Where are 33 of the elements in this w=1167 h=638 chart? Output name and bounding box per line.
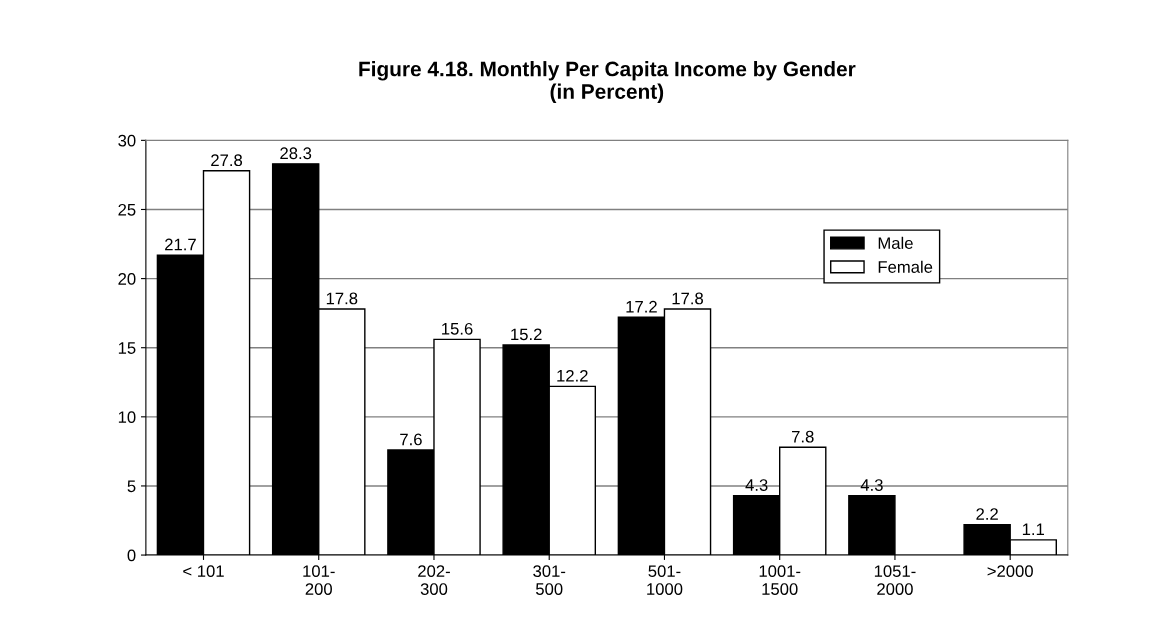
data-label: 7.6 [400, 433, 422, 446]
y-tick-label: 25 [118, 203, 136, 216]
data-label: 15.2 [511, 328, 542, 341]
data-label: 12.2 [557, 369, 588, 382]
x-tick-label: 1051- 2000 [874, 565, 916, 595]
y-tick-label: 10 [118, 411, 136, 424]
y-tick-label: 15 [118, 342, 136, 354]
data-label: 4.3 [860, 479, 883, 491]
legend-label: Female [878, 260, 933, 273]
y-tick-label: 20 [118, 272, 136, 285]
y-tick-label: 0 [127, 549, 136, 562]
legend-label: Male [878, 236, 913, 250]
x-tick-label: 501- 1000 [647, 565, 683, 595]
x-tick-label: 301- 500 [533, 565, 566, 595]
y-tick-label: 5 [127, 480, 136, 493]
data-label: 21.7 [165, 238, 196, 251]
data-label: 17.2 [626, 300, 657, 313]
data-label: 4.3 [745, 479, 768, 491]
chart-title: Figure 4.18. Monthly Per Capita Income by Gender (in Percent) [359, 61, 856, 104]
data-label: 17.8 [672, 292, 703, 305]
data-label: 15.6 [442, 322, 473, 335]
data-label: 1.1 [1022, 523, 1044, 536]
data-label: 2.2 [976, 508, 998, 520]
data-label: 28.3 [280, 147, 312, 160]
data-label: 27.8 [211, 154, 243, 167]
x-tick-label: 101- 200 [303, 565, 335, 595]
x-tick-label: >2000 [987, 565, 1033, 578]
data-label: 17.8 [326, 292, 358, 305]
x-tick-label: < 101 [183, 565, 224, 578]
x-tick-label: 1001- 1500 [759, 565, 801, 595]
x-tick-label: 202- 300 [418, 565, 450, 595]
y-tick-label: 30 [118, 134, 136, 147]
data-label: 7.8 [792, 430, 814, 443]
